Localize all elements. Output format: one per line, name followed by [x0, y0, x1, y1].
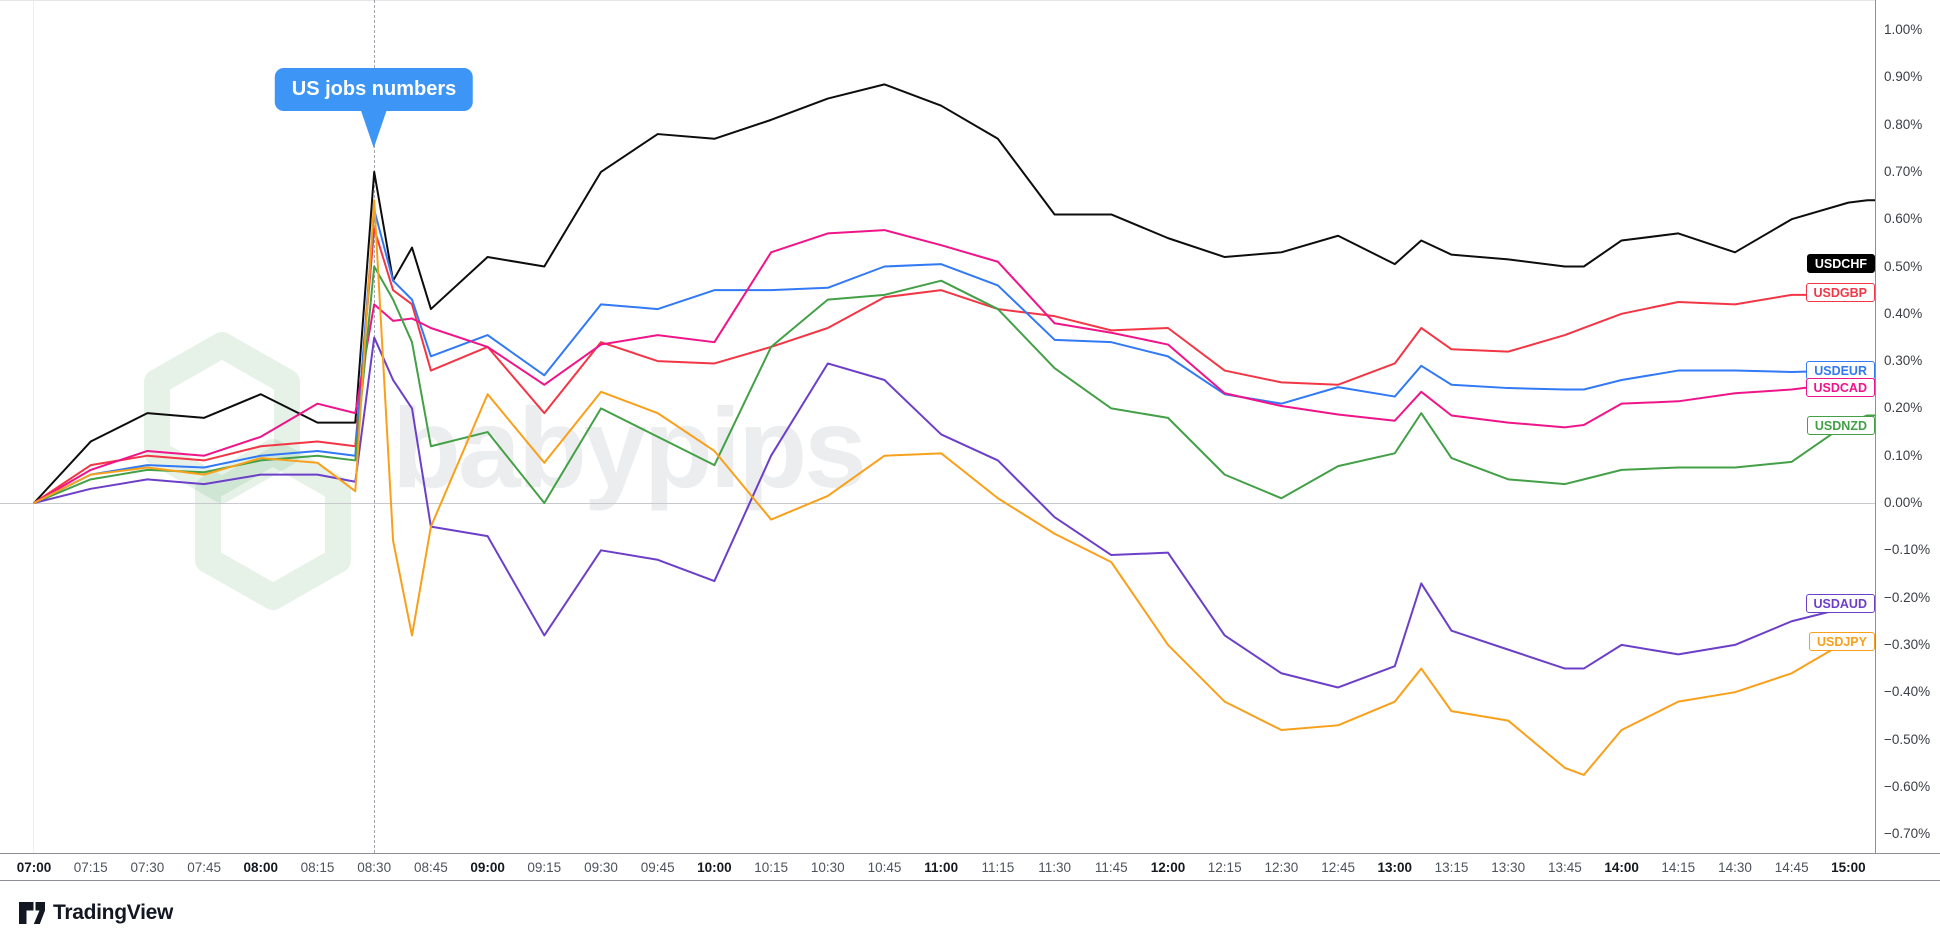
time-tick-label: 08:45: [413, 860, 448, 875]
tradingview-logo-label: TradingView: [53, 901, 174, 924]
time-tick-label: 12:30: [1264, 860, 1299, 875]
time-tick-label: 11:15: [981, 860, 1015, 875]
time-tick-label: 09:15: [527, 860, 562, 875]
price-series-svg: [33, 83, 1875, 776]
series-line-USDEUR[interactable]: [33, 208, 1875, 504]
time-tick-label: 14:45: [1774, 860, 1809, 875]
time-axis[interactable]: 07:00 07:15 07:30 07:45 08:00 08:15 08:30 08:45…: [0, 853, 1940, 881]
time-tick-label: 12:45: [1321, 860, 1355, 875]
time-tick-label: 13:15: [1434, 860, 1469, 875]
price-tick-label: 0.30%: [1884, 353, 1923, 369]
tradingview-logo-icon: [19, 902, 45, 924]
time-tick-label: 15:00: [1831, 860, 1866, 875]
pair-price-badge-USDAUD: USDAUD: [1805, 593, 1875, 613]
time-tick-label: 14:00: [1604, 860, 1639, 875]
price-axis[interactable]: 1.00% 0.90% 0.80% 0.70% 0.60% 0.50% 0.40% 0.30%…: [1875, 0, 1940, 881]
price-tick-label: 0.70%: [1884, 163, 1923, 179]
time-tick-label: 12:15: [1207, 860, 1242, 875]
pair-price-badge-USDNZD: USDNZD: [1806, 415, 1875, 435]
price-tick-label: −0.40%: [1884, 684, 1931, 700]
time-tick-label: 10:30: [810, 860, 845, 875]
pair-price-badge-USDEUR: USDEUR: [1806, 360, 1875, 380]
price-tick-label: 0.50%: [1884, 258, 1923, 274]
series-line-USDAUD[interactable]: [33, 336, 1875, 689]
price-tick-label: −0.70%: [1884, 826, 1931, 842]
time-tick-label: 13:30: [1491, 860, 1526, 875]
time-tick-label: 08:15: [300, 860, 335, 875]
top-border: [0, 0, 1940, 1]
time-tick-label: 09:30: [584, 860, 618, 875]
pair-price-badge-USDCHF: USDCHF: [1806, 254, 1875, 274]
series-line-USDJPY[interactable]: [33, 199, 1875, 776]
event-callout-tail-icon: [360, 110, 387, 148]
series-line-USDCHF[interactable]: [33, 83, 1875, 504]
event-callout[interactable]: US jobs numbers: [274, 68, 474, 148]
price-axis-border: [1875, 0, 1876, 881]
time-tick-label: 10:00: [697, 860, 732, 875]
price-tick-label: −0.20%: [1884, 589, 1931, 605]
price-tick-label: −0.10%: [1884, 542, 1931, 558]
time-tick-label: 08:00: [243, 860, 279, 875]
time-tick-label: 13:00: [1377, 860, 1413, 875]
time-tick-label: 14:30: [1718, 860, 1752, 875]
time-tick-label: 11:00: [924, 860, 959, 875]
time-tick-label: 07:30: [130, 860, 165, 875]
series-line-USDNZD[interactable]: [33, 265, 1875, 504]
price-tick-label: 0.10%: [1884, 447, 1923, 463]
price-tick-label: −0.50%: [1884, 731, 1931, 747]
babypips-logo-icon: [144, 332, 351, 610]
zero-gridline: [0, 503, 1875, 504]
pair-price-badge-USDCAD: USDCAD: [1805, 378, 1875, 398]
time-tick-label: 07:15: [73, 860, 108, 875]
time-tick-label: 10:15: [754, 860, 788, 875]
time-tick-label: 11:30: [1038, 860, 1071, 875]
tradingview-logo[interactable]: TradingView: [18, 900, 173, 926]
event-dashed-line: [374, 0, 375, 853]
time-tick-label: 10:45: [867, 860, 902, 875]
watermark-text: babypips: [392, 385, 867, 511]
price-tick-label: 1.00%: [1884, 22, 1923, 37]
price-tick-label: 0.60%: [1884, 211, 1923, 227]
babypips-watermark: babypips: [144, 332, 867, 610]
pair-price-badge-USDJPY: USDJPY: [1808, 631, 1875, 651]
time-tick-label: 07:00: [16, 860, 52, 875]
price-tick-label: 0.40%: [1884, 305, 1923, 321]
event-callout-label: US jobs numbers: [274, 68, 474, 111]
price-tick-label: 0.00%: [1884, 495, 1923, 510]
time-tick-label: 14:15: [1661, 860, 1696, 875]
pair-price-badge-USDGBP: USDGBP: [1805, 282, 1875, 302]
price-tick-label: −0.30%: [1884, 636, 1931, 652]
time-tick-label: 12:00: [1150, 860, 1186, 875]
left-gridline: [33, 0, 34, 853]
time-tick-label: 08:30: [357, 860, 392, 875]
price-tick-label: 0.80%: [1884, 116, 1923, 132]
time-tick-label: 11:45: [1094, 860, 1128, 875]
chart-plot-area[interactable]: babypips US jobs numbers: [0, 0, 1875, 853]
time-tick-label: 07:45: [187, 860, 221, 875]
time-tick-label: 09:45: [640, 860, 675, 875]
time-tick-label: 09:00: [470, 860, 505, 875]
price-tick-label: −0.60%: [1884, 778, 1931, 794]
price-tick-label: 0.90%: [1884, 69, 1923, 85]
time-tick-label: 13:45: [1547, 860, 1582, 875]
price-tick-label: 0.20%: [1884, 400, 1923, 416]
